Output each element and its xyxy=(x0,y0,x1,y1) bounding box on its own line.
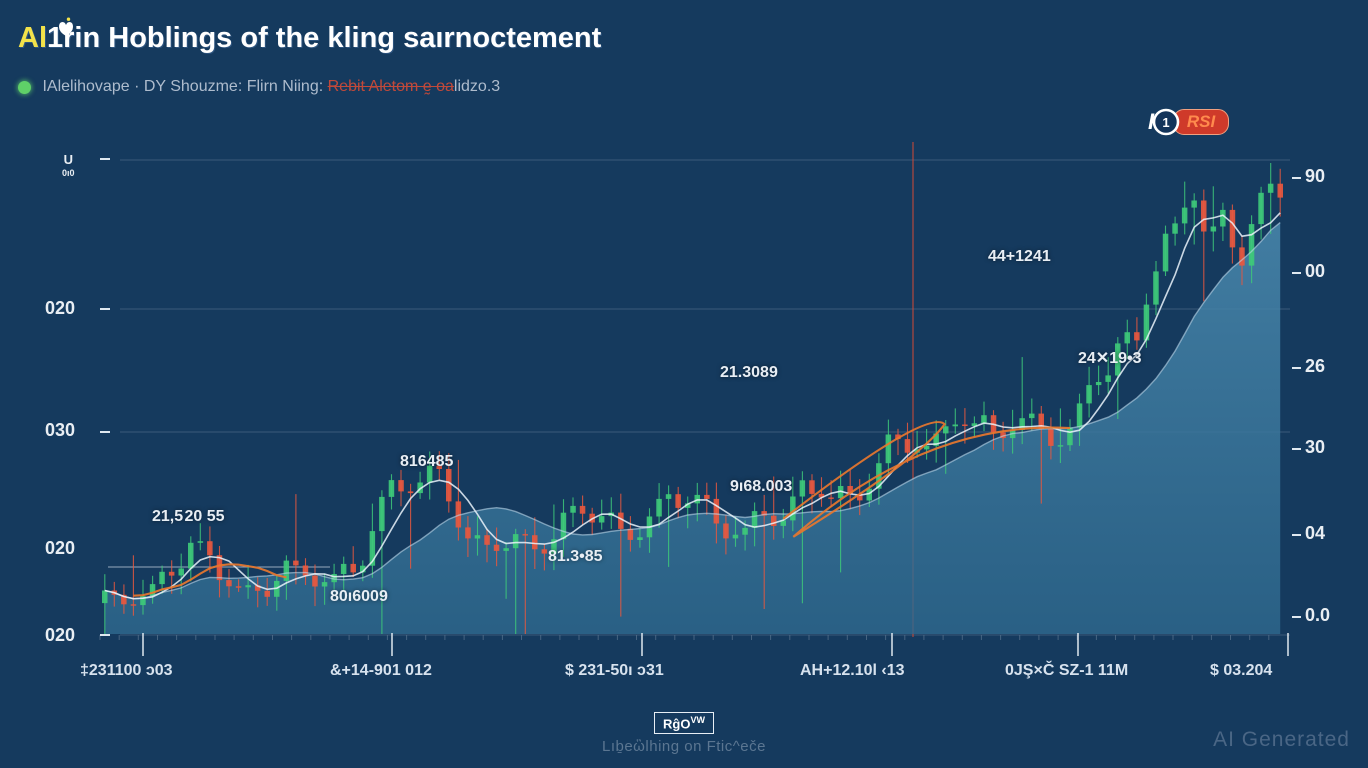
svg-text:1: 1 xyxy=(1162,115,1169,130)
